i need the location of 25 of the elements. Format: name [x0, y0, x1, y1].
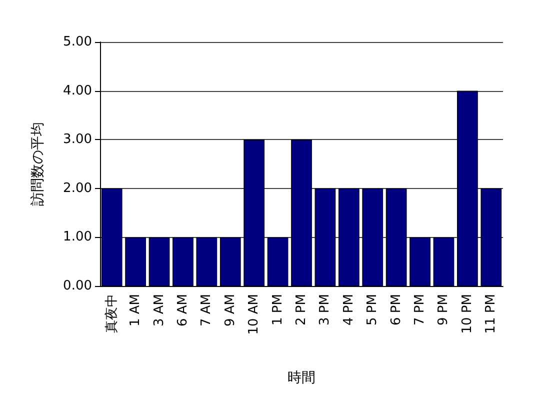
y-tick-label: 1.00	[63, 230, 92, 245]
x-tick-label: 11 PM	[484, 294, 499, 334]
x-tick-label: 2 PM	[294, 294, 309, 326]
x-tick-label: 7 AM	[199, 294, 214, 327]
x-tick-label: 6 AM	[175, 294, 190, 327]
y-tick-label: 3.00	[63, 132, 92, 148]
x-tick-label: 3 AM	[152, 294, 167, 327]
y-tick-label: 2.00	[63, 180, 92, 196]
y-tick-label: 5.00	[63, 34, 92, 50]
x-tick-label: 4 PM	[341, 294, 356, 326]
x-tick-label: 真夜中	[103, 294, 120, 333]
x-tick-label: 1 AM	[128, 294, 144, 327]
x-tick-label: 5 PM	[365, 294, 380, 326]
x-tick-label: 7 PM	[412, 294, 428, 326]
x-tick-label: 9 AM	[222, 294, 238, 327]
x-tick-label: 10 PM	[460, 294, 475, 334]
x-tick-label: 3 PM	[318, 294, 333, 326]
x-axis-title: 時間	[288, 370, 316, 386]
x-tick-label: 6 PM	[388, 294, 404, 326]
y-tick-label: 0.00	[63, 278, 92, 294]
x-tick-label: 10 AM	[246, 294, 262, 335]
y-tick-label: 4.00	[63, 83, 92, 98]
x-tick-label: 9 PM	[436, 294, 452, 326]
y-axis-title: 訪問数の平均	[30, 122, 46, 206]
x-tick-label: 1 PM	[270, 294, 286, 326]
